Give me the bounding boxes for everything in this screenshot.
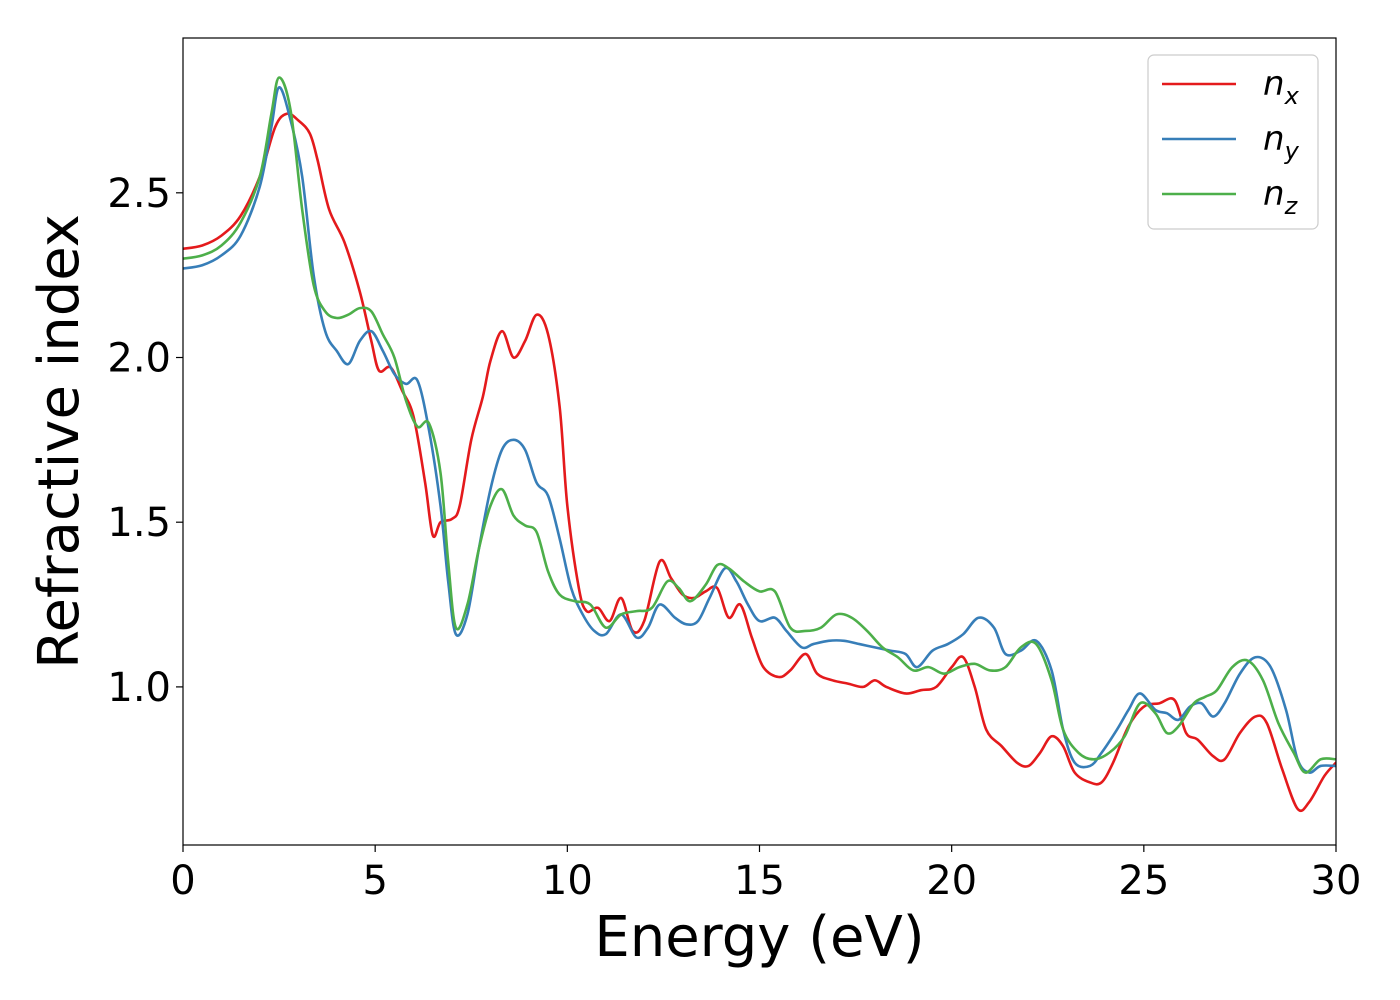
legend-label-subscript: y (1284, 137, 1300, 165)
legend-label-n-x: nx (1263, 64, 1300, 110)
legend-label-n-z: nz (1263, 174, 1299, 220)
x-tick-label: 0 (170, 858, 195, 904)
y-tick-label: 1.5 (107, 500, 171, 546)
x-tick-label: 5 (362, 858, 387, 904)
x-tick-label: 15 (734, 858, 785, 904)
series-line-n-z (183, 76, 1336, 774)
legend-box (1147, 54, 1319, 230)
legend-label-subscript: z (1284, 192, 1299, 220)
x-axis-ticks: 0 5 10 15 20 25 30 (170, 845, 1361, 904)
y-tick-label: 1.0 (107, 665, 171, 711)
legend-label-base: n (1263, 119, 1285, 159)
series-layer (183, 76, 1336, 813)
y-axis-label: Refractive index (27, 214, 92, 669)
legend-label-n-y: ny (1263, 119, 1300, 165)
y-tick-label: 2.0 (107, 336, 171, 382)
legend-label-base: n (1263, 64, 1285, 104)
x-tick-label: 30 (1311, 858, 1362, 904)
legend-label-subscript: x (1284, 82, 1300, 110)
y-axis-ticks: 1.0 1.5 2.0 2.5 (107, 171, 183, 711)
legend-label-base: n (1263, 174, 1285, 214)
x-tick-label: 10 (542, 858, 593, 904)
x-tick-label: 20 (926, 858, 977, 904)
x-tick-label: 25 (1118, 858, 1169, 904)
y-tick-label: 2.5 (107, 171, 171, 217)
x-axis-label: Energy (eV) (594, 905, 924, 970)
